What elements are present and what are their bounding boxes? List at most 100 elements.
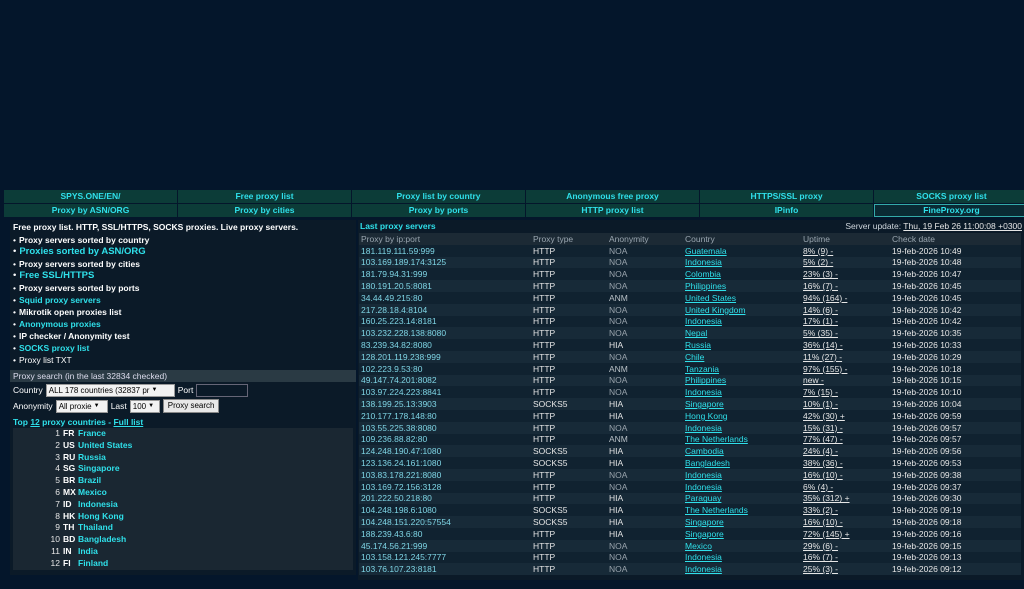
proxy-country-link[interactable]: Philippines — [685, 281, 727, 292]
proxy-country-link[interactable]: Chile — [685, 351, 705, 362]
top-country-link[interactable]: India — [78, 545, 98, 556]
nav-socks-proxy-list[interactable]: SOCKS proxy list — [874, 190, 1024, 203]
proxy-uptime-link[interactable]: 16% (7) - — [803, 552, 838, 563]
proxy-country-link[interactable]: Hong Kong — [685, 410, 728, 421]
proxy-uptime-link[interactable]: 33% (2) - — [803, 505, 838, 516]
proxy-uptime-link[interactable]: 29% (6) - — [803, 540, 838, 551]
proxy-country-link[interactable]: Indonesia — [685, 387, 722, 398]
menu-item[interactable]: • Proxy list TXT — [10, 354, 356, 366]
top-country-link[interactable]: Indonesia — [78, 498, 118, 509]
top-country-link[interactable]: Finland — [78, 557, 109, 568]
nav-proxy-by-cities[interactable]: Proxy by cities — [178, 204, 351, 217]
proxy-uptime-link[interactable]: 5% (35) - — [803, 328, 838, 339]
proxy-country-link[interactable]: Singapore — [685, 399, 724, 410]
proxy-country-link[interactable]: Philippines — [685, 375, 727, 386]
proxy-country-link[interactable]: Cambodia — [685, 446, 724, 457]
proxy-uptime-link[interactable]: 25% (3) - — [803, 564, 838, 575]
proxy-uptime-link[interactable]: 77% (47) - — [803, 434, 843, 445]
col-country[interactable]: Country — [683, 233, 801, 245]
proxy-country-link[interactable]: The Netherlands — [685, 505, 748, 516]
top-country-link[interactable]: Hong Kong — [78, 510, 124, 521]
proxy-uptime-link[interactable]: 8% (9) - — [803, 245, 834, 256]
proxy-uptime-link[interactable]: 23% (3) - — [803, 269, 838, 280]
proxy-uptime-link[interactable]: 42% (30) + — [803, 410, 845, 421]
proxy-country-link[interactable]: United States — [685, 292, 737, 303]
menu-item[interactable]: • Free SSL/HTTPS — [10, 270, 356, 282]
proxy-country-link[interactable]: Guatemala — [685, 245, 727, 256]
proxy-country-link[interactable]: Singapore — [685, 528, 724, 539]
top-country-link[interactable]: France — [78, 428, 106, 438]
menu-item[interactable]: • Squid proxy servers — [10, 294, 356, 306]
nav-fineproxy[interactable]: FineProxy.org — [874, 204, 1024, 217]
proxy-country-link[interactable]: Tanzania — [685, 363, 720, 374]
last-select[interactable]: 100 ▼ — [129, 399, 160, 413]
proxy-uptime-link[interactable]: 97% (155) - — [803, 363, 848, 374]
menu-item[interactable]: • SOCKS proxy list — [10, 342, 356, 354]
proxy-country-link[interactable]: Indonesia — [685, 316, 722, 327]
proxy-uptime-link[interactable]: 94% (164) - — [803, 292, 848, 303]
nav-proxy-list-by-country[interactable]: Proxy list by country — [352, 190, 525, 203]
full-list-link[interactable]: Full list — [113, 417, 144, 427]
proxy-country-link[interactable]: The Netherlands — [685, 434, 748, 445]
col-proxy-type[interactable]: Proxy type — [531, 233, 607, 245]
proxy-country-link[interactable]: Paraguay — [685, 493, 722, 504]
port-input[interactable] — [196, 383, 249, 397]
proxy-uptime-link[interactable]: 5% (2) - — [803, 257, 834, 268]
menu-item[interactable]: • Anonymous proxies — [10, 318, 356, 330]
proxy-uptime-link[interactable]: 36% (14) - — [803, 340, 843, 351]
proxy-country-link[interactable]: Russia — [685, 340, 711, 351]
nav-proxy-by-ports[interactable]: Proxy by ports — [352, 204, 525, 217]
nav-free-proxy-list[interactable]: Free proxy list — [178, 190, 351, 203]
proxy-uptime-link[interactable]: 17% (1) - — [803, 316, 838, 327]
proxy-uptime-link[interactable]: 38% (36) - — [803, 458, 843, 469]
proxy-country-link[interactable]: Indonesia — [685, 469, 722, 480]
nav-ipinfo[interactable]: IPinfo — [700, 204, 873, 217]
proxy-uptime-link[interactable]: 15% (31) - — [803, 422, 843, 433]
proxy-country-link[interactable]: Indonesia — [685, 564, 722, 575]
proxy-uptime-link[interactable]: 7% (15) - — [803, 387, 838, 398]
proxy-uptime-link[interactable]: new - — [803, 375, 824, 386]
proxy-uptime-link[interactable]: 14% (6) - — [803, 304, 838, 315]
proxy-country-link[interactable]: United Kingdom — [685, 304, 746, 315]
proxy-country-link[interactable]: Indonesia — [685, 552, 722, 563]
menu-item[interactable]: • Proxy servers sorted by ports — [10, 282, 356, 294]
nav-proxy-by-asn[interactable]: Proxy by ASN/ORG — [4, 204, 177, 217]
proxy-country-link[interactable]: Mexico — [685, 540, 712, 551]
proxy-uptime-link[interactable]: 35% (312) + — [803, 493, 850, 504]
col-check-date[interactable]: Check date — [890, 233, 1021, 245]
country-select[interactable]: ALL 178 countries (32837 pr ▼ — [45, 383, 175, 397]
proxy-country-link[interactable]: Nepal — [685, 328, 708, 339]
top-country-link[interactable]: Bangladesh — [78, 534, 127, 545]
nav-spys-one[interactable]: SPYS.ONE/EN/ — [4, 190, 177, 203]
nav-http-proxy-list[interactable]: HTTP proxy list — [526, 204, 699, 217]
top-country-link[interactable]: Thailand — [78, 522, 113, 533]
menu-item[interactable]: • Proxy servers sorted by country — [10, 234, 356, 246]
proxy-country-link[interactable]: Indonesia — [685, 257, 722, 268]
menu-item[interactable]: • Mikrotik open proxies list — [10, 306, 356, 318]
proxy-uptime-link[interactable]: 11% (27) - — [803, 351, 843, 362]
top-country-link[interactable]: Mexico — [78, 486, 107, 497]
nav-https-ssl-proxy[interactable]: HTTPS/SSL proxy — [700, 190, 873, 203]
col-uptime[interactable]: Uptime — [801, 233, 890, 245]
col-ip-port[interactable]: Proxy by ip:port — [359, 233, 531, 245]
proxy-uptime-link[interactable]: 10% (1) - — [803, 399, 838, 410]
proxy-uptime-link[interactable]: 24% (4) - — [803, 446, 838, 457]
nav-anonymous-free-proxy[interactable]: Anonymous free proxy — [526, 190, 699, 203]
top-country-link[interactable]: Brazil — [78, 475, 102, 486]
menu-item[interactable]: • IP checker / Anonymity test — [10, 330, 356, 342]
top-country-link[interactable]: Singapore — [78, 463, 120, 474]
proxy-uptime-link[interactable]: 6% (4) - — [803, 481, 834, 492]
top-country-link[interactable]: United States — [78, 439, 133, 450]
proxy-uptime-link[interactable]: 16% (10) - — [803, 469, 843, 480]
top-count-link[interactable]: 12 — [30, 417, 40, 427]
proxy-country-link[interactable]: Singapore — [685, 517, 724, 528]
proxy-country-link[interactable]: Bangladesh — [685, 458, 730, 469]
proxy-uptime-link[interactable]: 16% (7) - — [803, 281, 838, 292]
proxy-country-link[interactable]: Indonesia — [685, 481, 722, 492]
proxy-uptime-link[interactable]: 72% (145) + — [803, 528, 850, 539]
proxy-country-link[interactable]: Indonesia — [685, 422, 722, 433]
menu-item[interactable]: • Proxies sorted by ASN/ORG — [10, 246, 356, 258]
menu-item[interactable]: • Proxy servers sorted by cities — [10, 258, 356, 270]
anonymity-select[interactable]: All proxie ▼ — [55, 399, 108, 413]
top-country-link[interactable]: Russia — [78, 451, 106, 462]
